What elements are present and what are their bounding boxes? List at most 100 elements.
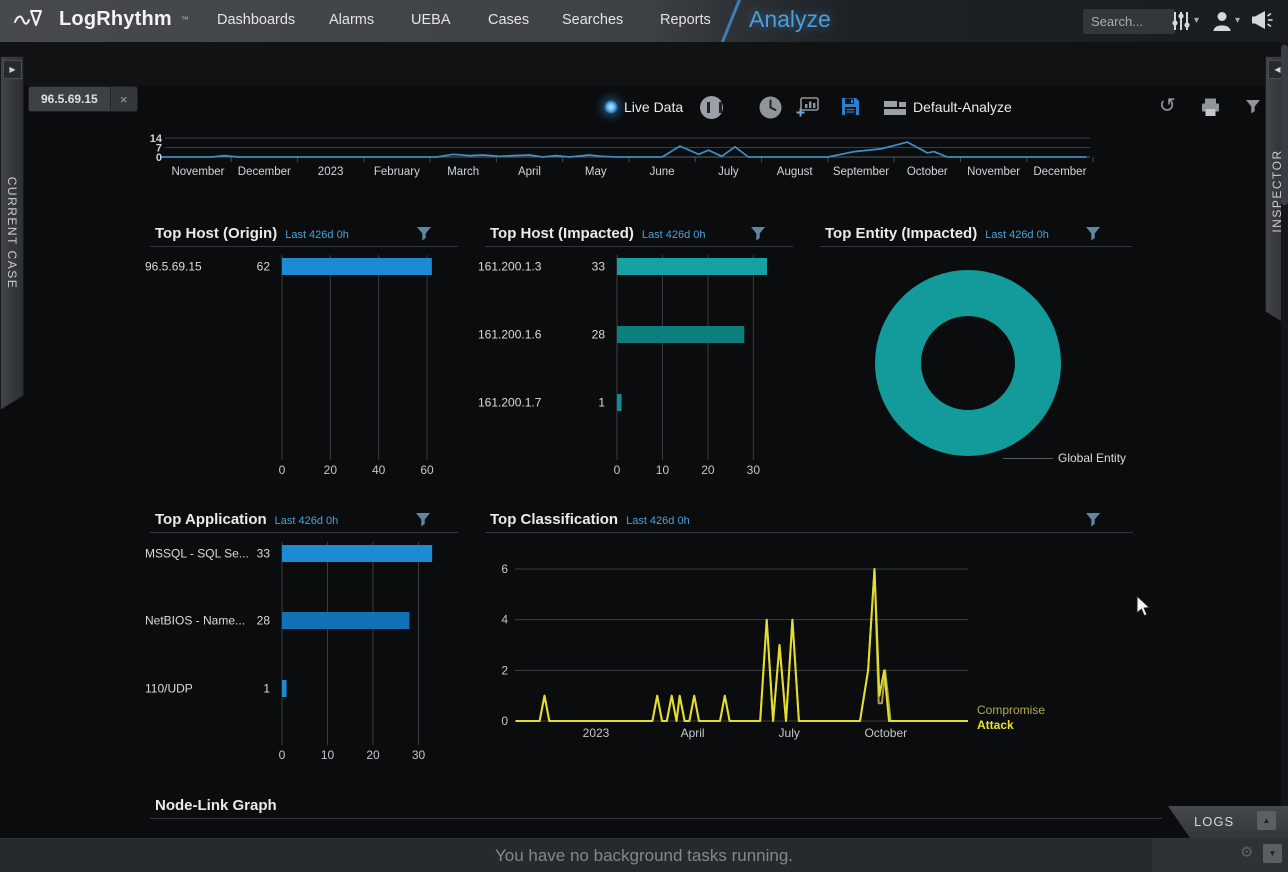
svg-text:0: 0: [279, 463, 286, 477]
svg-text:November: November: [967, 166, 1020, 178]
layout-icon[interactable]: [884, 101, 906, 115]
filter-tag-value: 96.5.69.15: [29, 87, 110, 111]
divider: [485, 246, 793, 247]
nav-item-alarms[interactable]: Alarms: [329, 12, 375, 28]
top-host-origin-chart[interactable]: 0 20 40 60 96.5.69.15 62: [140, 248, 462, 486]
svg-text:0: 0: [156, 152, 162, 164]
panel-title-top-application: Top Application Last 426d 0h: [155, 511, 339, 528]
svg-text:161.200.1.3: 161.200.1.3: [478, 260, 542, 274]
svg-text:4: 4: [501, 613, 508, 627]
sliders-icon[interactable]: [1171, 10, 1191, 32]
svg-text:1: 1: [598, 396, 605, 410]
live-data-label: Live Data: [624, 99, 684, 115]
logrhythm-logo[interactable]: LogRhythm ™: [14, 7, 189, 31]
add-widget-button[interactable]: [796, 97, 820, 117]
period-label: Last 426d 0h: [641, 229, 706, 241]
filter-icon-top-classification[interactable]: [1085, 512, 1101, 528]
user-icon[interactable]: [1212, 10, 1232, 32]
svg-text:MSSQL - SQL Se...: MSSQL - SQL Se...: [145, 547, 249, 561]
svg-text:April: April: [681, 726, 705, 740]
top-classification-chart[interactable]: 0 2 4 6 2023 April July October: [490, 538, 1170, 753]
nav-item-cases[interactable]: Cases: [488, 12, 530, 28]
svg-text:20: 20: [701, 463, 715, 477]
nav-item-dashboards[interactable]: Dashboards: [217, 12, 296, 28]
search-input[interactable]: [1082, 8, 1176, 35]
close-icon: ×: [119, 91, 128, 107]
nav-item-reports[interactable]: Reports: [660, 12, 711, 28]
svg-text:96.5.69.15: 96.5.69.15: [145, 260, 202, 274]
panel-title-top-classification: Top Classification Last 426d 0h: [490, 511, 690, 528]
nav-item-searches[interactable]: Searches: [562, 12, 624, 28]
filter-icon-top-entity[interactable]: [1085, 226, 1101, 242]
svg-text:28: 28: [592, 328, 606, 342]
logrhythm-logo-icon: [14, 10, 42, 26]
divider: [820, 246, 1132, 247]
vertical-scrollbar[interactable]: [1281, 42, 1288, 806]
filter-icon-top-application[interactable]: [415, 512, 431, 528]
filter-icon-top-host-impacted[interactable]: [750, 226, 766, 242]
svg-text:2023: 2023: [318, 166, 344, 178]
donut-connector: [1003, 458, 1053, 459]
remove-filter-button[interactable]: ×: [109, 87, 137, 111]
current-case-tab[interactable]: ▶ CURRENT CASE: [0, 56, 24, 410]
nav-item-ueba[interactable]: UEBA: [411, 12, 451, 28]
scrollbar-thumb[interactable]: [1281, 45, 1288, 205]
svg-text:60: 60: [420, 463, 434, 477]
svg-text:30: 30: [747, 463, 761, 477]
up-arrow-icon: ▲: [1262, 816, 1271, 825]
divider: [485, 532, 1133, 533]
logs-expand-button[interactable]: ▲: [1257, 811, 1276, 830]
svg-text:28: 28: [257, 614, 271, 628]
svg-text:0: 0: [279, 748, 286, 762]
print-button[interactable]: [1200, 98, 1221, 117]
brand-name: LogRhythm: [59, 7, 172, 30]
svg-text:110/UDP: 110/UDP: [145, 682, 193, 696]
view-selector[interactable]: Default-Analyze: [913, 99, 1012, 115]
save-button[interactable]: [840, 96, 861, 117]
svg-text:33: 33: [257, 547, 271, 561]
svg-text:161.200.1.6: 161.200.1.6: [478, 328, 542, 342]
period-label: Last 426d 0h: [626, 515, 690, 527]
time-range-button[interactable]: [759, 96, 782, 119]
logs-collapse-button[interactable]: ▼: [1263, 844, 1282, 863]
filter-button[interactable]: [1245, 99, 1261, 115]
period-label: Last 426d 0h: [285, 229, 349, 241]
svg-text:June: June: [650, 166, 675, 178]
svg-text:40: 40: [372, 463, 386, 477]
donut-slice-label: Global Entity: [1058, 451, 1127, 465]
svg-text:December: December: [238, 166, 291, 178]
filter-tag[interactable]: 96.5.69.15 ×: [28, 86, 138, 112]
panel-title-top-host-impacted: Top Host (Impacted) Last 426d 0h: [490, 225, 706, 242]
live-data-indicator-icon[interactable]: [604, 100, 618, 114]
divider: [150, 246, 458, 247]
pause-button[interactable]: [700, 96, 723, 119]
svg-text:October: October: [864, 726, 907, 740]
legend-compromise[interactable]: Compromise: [977, 703, 1046, 717]
megaphone-icon[interactable]: [1250, 9, 1274, 31]
svg-text:August: August: [777, 166, 814, 178]
analyze-toolbar: Live Data Default-Analyze ↺: [0, 42, 1288, 119]
user-caret-icon[interactable]: ▾: [1235, 15, 1241, 26]
refresh-button[interactable]: ↺: [1159, 95, 1176, 117]
gear-icon[interactable]: ⚙: [1240, 844, 1254, 861]
filter-icon-top-host-origin[interactable]: [416, 226, 432, 242]
legend-attack[interactable]: Attack: [977, 718, 1014, 732]
svg-text:0: 0: [614, 463, 621, 477]
sliders-caret-icon[interactable]: ▾: [1194, 15, 1200, 26]
nav-item-analyze-active[interactable]: Analyze: [749, 6, 831, 32]
svg-text:6: 6: [501, 562, 508, 576]
svg-text:February: February: [374, 166, 420, 178]
expand-current-case-button[interactable]: ▶: [3, 60, 22, 79]
logs-label: LOGS: [1194, 814, 1235, 829]
active-tab-slash: [720, 0, 741, 45]
top-entity-donut-chart[interactable]: [858, 256, 1098, 471]
top-application-chart[interactable]: 0 10 20 30 MSSQL - SQL Se... 33 NetBIOS - Name…: [140, 536, 462, 774]
top-host-impacted-chart[interactable]: 0 10 20 30 161.200.1.3 33 161.200.1.6 28 161.200…: [470, 248, 792, 486]
svg-text:March: March: [447, 166, 479, 178]
svg-text:33: 33: [592, 260, 606, 274]
panel-title-top-host-origin: Top Host (Origin) Last 426d 0h: [155, 225, 349, 242]
divider: [150, 532, 458, 533]
svg-text:30: 30: [412, 748, 426, 762]
